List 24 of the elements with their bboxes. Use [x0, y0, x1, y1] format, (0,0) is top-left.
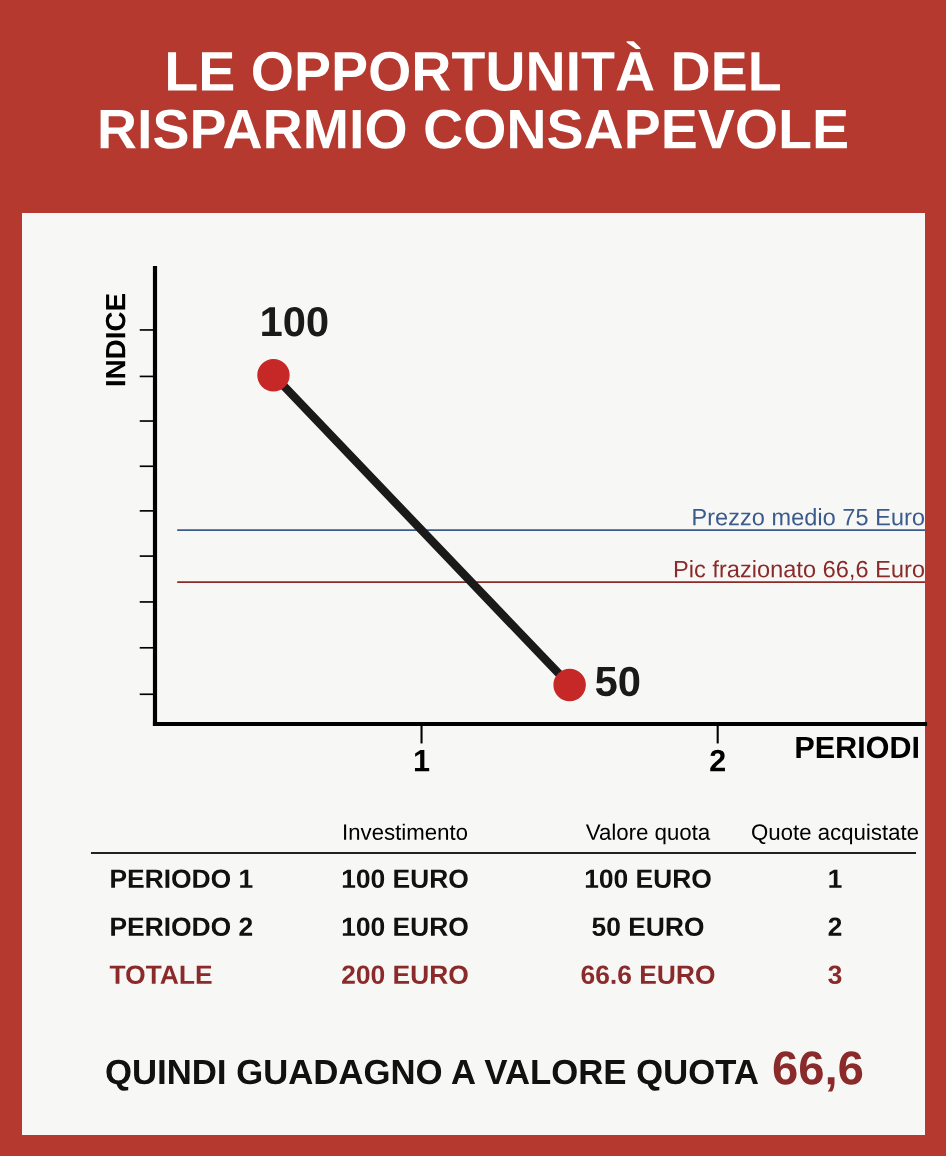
text: 1 [829, 869, 842, 888]
text: Valore quota [585, 823, 711, 845]
text: PERIODO 2 [111, 917, 253, 937]
text: TOTALE [109, 965, 212, 985]
y-axis-title: INDICE [105, 294, 126, 386]
x-axis-title: PERIODI [796, 736, 918, 759]
text: 200 EURO [342, 965, 468, 985]
text: 100 EURO [342, 869, 468, 889]
text: PERIODO 1 [111, 869, 253, 889]
text: QUINDI GUADAGNO A VALORE QUOTA [106, 1059, 759, 1091]
text: 100 EURO [585, 869, 711, 889]
text: 2 [828, 917, 842, 936]
data-label: 50 [595, 666, 640, 697]
text: Investimento [344, 823, 468, 840]
text: 50 EURO [592, 917, 704, 937]
ref-line-label: Prezzo medio 75 Euro [693, 508, 925, 526]
text: Quote acquistate [752, 823, 919, 845]
data-label: 100 [262, 306, 328, 337]
chart-title: LE OPPORTUNITÀ DEL RISPARMIO CONSAPEVOLE [100, 41, 847, 149]
text: 66.6 EURO [581, 965, 715, 985]
ref-line-label: Pic frazionato 66,6 Euro [674, 560, 925, 581]
text: 3 [828, 965, 842, 985]
text: 100 EURO [342, 917, 468, 937]
text: 66,6 [773, 1051, 863, 1092]
